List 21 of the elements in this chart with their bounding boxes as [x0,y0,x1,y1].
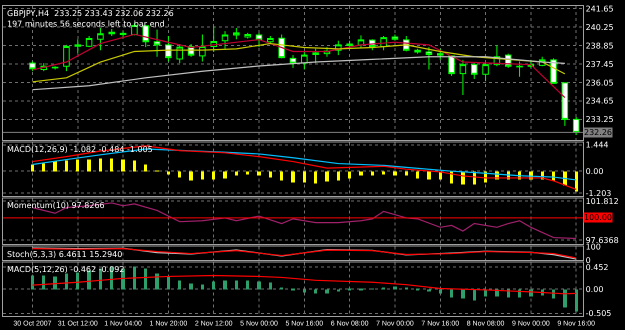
y-tick-label: -1.203 [586,188,612,198]
y-tick-label: 238.85 [586,41,614,50]
y-tick-label: 97.6368 [586,236,619,245]
y-tick-label: 101.812 [586,196,619,206]
y-tick-label: 100 [586,242,601,252]
ref-line-label: 100.00 [584,213,612,222]
text: Stoch(5,3,3) 6.4611 15.2940 [7,250,122,259]
y-tick-label: 236.05 [586,78,614,88]
y-tick-label: 0 [586,256,591,265]
y-tick-label: 0.00 [586,167,604,176]
y-tick-label: 234.65 [586,96,614,106]
y-tick-label: 241.65 [586,4,614,14]
y-tick-label: -0.505 [586,309,612,318]
y-tick-label: 240.25 [586,22,614,32]
y-tick-label: 1.444 [586,140,609,150]
y-tick-label: 233.25 [586,115,614,124]
chart-title: GBPJPY,H4 233.25 233.43 232.06 232.26 [7,9,174,18]
y-tick-label: 237.45 [586,60,614,69]
y-tick-label: 0.00 [586,284,604,294]
ref-line-label: 232.26 [584,128,612,137]
y-tick-label: 0.452 [586,263,609,272]
